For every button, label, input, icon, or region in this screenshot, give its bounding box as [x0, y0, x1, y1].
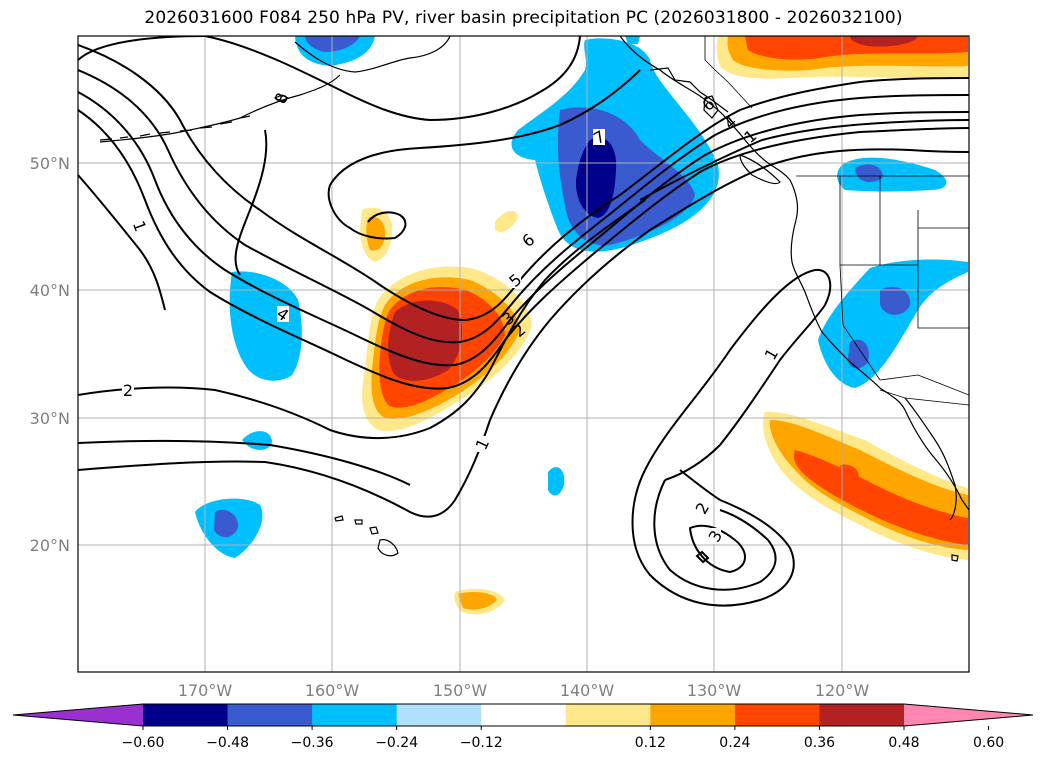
- lon-label: 150°W: [433, 681, 488, 700]
- latitude-axis: 50°N 40°N 30°N 20°N: [30, 154, 70, 555]
- lon-label: 170°W: [178, 681, 233, 700]
- lat-label: 40°N: [30, 281, 70, 300]
- colorbar-tick-label: 0.48: [888, 735, 919, 751]
- colorbar-segment: [565, 704, 651, 726]
- pv-contours: [78, 36, 969, 607]
- colorbar-segment: [481, 704, 567, 726]
- longitude-axis: 170°W 160°W 150°W 140°W 130°W 120°W: [178, 681, 870, 700]
- plot-frame: [77, 35, 970, 673]
- lon-label: 120°W: [815, 681, 870, 700]
- lon-label: 140°W: [560, 681, 615, 700]
- colorbar-segment: [734, 704, 820, 726]
- lat-label: 20°N: [30, 536, 70, 555]
- colorbar: −0.60 −0.48 −0.36 −0.24 −0.12 0.12 0.24 0.36 0.4…: [12, 703, 1034, 751]
- colorbar-tick-label: −0.36: [291, 735, 334, 751]
- colorbar-tick-label: −0.24: [375, 735, 418, 751]
- political-borders: [704, 36, 969, 406]
- pv-label: 2: [123, 381, 133, 400]
- colorbar-tick-label: −0.48: [206, 735, 249, 751]
- coastlines: [99, 36, 969, 562]
- pv-contour-labels: 1 2 4 6 5 3 2 7 1 1 2 3 8 6 4 1: [122, 90, 782, 545]
- lon-label: 160°W: [305, 681, 360, 700]
- colorbar-extend-low: [13, 704, 143, 726]
- lat-label: 50°N: [30, 154, 70, 173]
- map-title: 2026031600 F084 250 hPa PV, river basin …: [144, 8, 903, 28]
- colorbar-segment: [227, 704, 313, 726]
- precip-pc-shading: [195, 36, 968, 615]
- colorbar-tick-label: 0.24: [719, 735, 750, 751]
- lon-label: 130°W: [687, 681, 742, 700]
- colorbar-tick-label: 0.60: [973, 735, 1004, 751]
- colorbar-segment: [312, 704, 398, 726]
- colorbar-extend-high: [904, 704, 1033, 726]
- colorbar-tick-label: 0.12: [635, 735, 666, 751]
- colorbar-segment: [650, 704, 736, 726]
- lat-label: 30°N: [30, 409, 70, 428]
- colorbar-tick-label: −0.60: [122, 735, 165, 751]
- colorbar-segment: [143, 704, 229, 726]
- colorbar-tick-label: 0.36: [804, 735, 835, 751]
- colorbar-segment: [396, 704, 482, 726]
- colorbar-segment: [819, 704, 905, 726]
- colorbar-tick-label: −0.12: [460, 735, 503, 751]
